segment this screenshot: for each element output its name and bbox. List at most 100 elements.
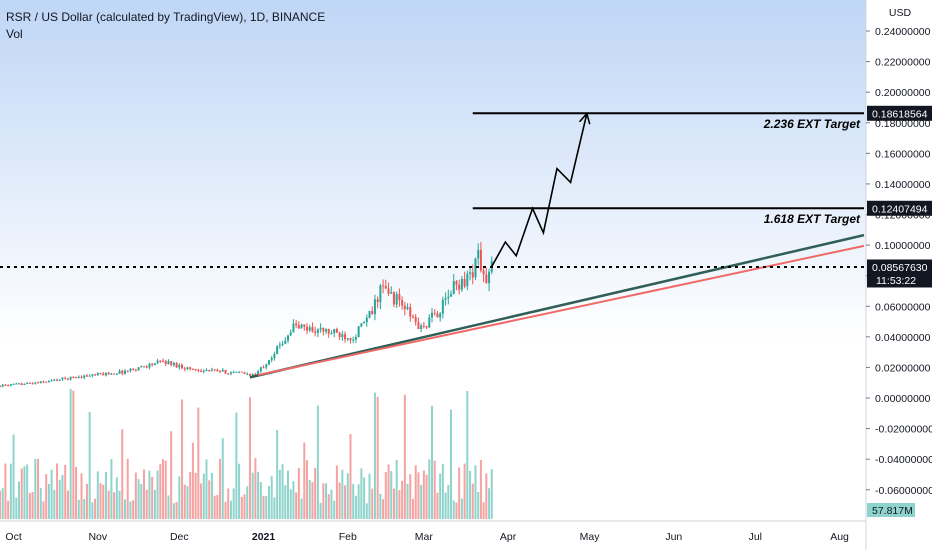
volume-bar <box>113 492 116 519</box>
volume-bar <box>482 502 485 519</box>
candle-body <box>403 305 406 310</box>
volume-bar <box>80 473 83 519</box>
candle-body <box>262 367 265 369</box>
volume-bar <box>189 472 192 519</box>
volume-bar <box>213 495 216 519</box>
candle-body <box>191 368 194 370</box>
volume-bar <box>431 405 433 519</box>
volume-bar <box>156 470 159 519</box>
candle-body <box>289 332 292 336</box>
candle-body <box>344 334 347 340</box>
candle-body <box>477 249 480 259</box>
candle-body <box>254 374 257 376</box>
candle-body <box>270 358 273 361</box>
volume-bar <box>232 488 235 519</box>
y-tick-label: 0.22000000 <box>875 57 931 69</box>
candle-body <box>382 285 385 287</box>
candle-body <box>102 373 105 376</box>
volume-bar <box>50 469 53 519</box>
candle-body <box>240 371 243 373</box>
volume-bar <box>153 489 156 519</box>
volume-bar <box>42 501 45 519</box>
candle-body <box>406 307 409 310</box>
volume-bar <box>292 481 295 519</box>
candle-body <box>248 373 251 376</box>
candle-body <box>469 272 472 274</box>
candle-body <box>335 328 338 333</box>
candle-body <box>368 311 371 318</box>
volume-bar <box>403 394 406 519</box>
volume-bar <box>314 467 317 519</box>
candle-body <box>151 363 154 366</box>
candle-body <box>0 385 1 387</box>
volume-bar <box>289 489 292 519</box>
volume-bar <box>273 497 276 519</box>
candle-body <box>390 292 393 294</box>
candle-body <box>28 382 31 384</box>
candle-body <box>20 383 23 385</box>
candle-body <box>251 374 254 376</box>
volume-bar <box>411 498 414 519</box>
candle-body <box>107 372 110 375</box>
candle-body <box>7 385 10 387</box>
candle-body <box>159 360 162 362</box>
candle-body <box>349 338 352 341</box>
candle-body <box>53 379 56 381</box>
volume-bar <box>0 490 1 519</box>
volume-bar <box>390 471 393 519</box>
volume-bar <box>164 460 167 519</box>
candle-body <box>414 317 417 323</box>
volume-bar <box>175 501 178 519</box>
candle-body <box>259 367 262 372</box>
candle-body <box>115 373 118 375</box>
candle-body <box>126 370 129 372</box>
volume-bar <box>200 483 203 519</box>
candle-body <box>422 325 425 327</box>
volume-bar <box>262 495 265 519</box>
volume-bar <box>12 434 15 519</box>
volume-bar <box>194 472 197 519</box>
candle-body <box>420 325 423 329</box>
volume-bar <box>300 498 303 519</box>
candle-body <box>352 339 355 341</box>
candle-body <box>202 370 205 372</box>
volume-bar <box>235 412 238 519</box>
volume-bar <box>363 477 366 519</box>
volume-bar <box>354 495 357 519</box>
candle-body <box>186 367 189 370</box>
candle-body <box>45 381 48 383</box>
candle-body <box>316 329 319 333</box>
candle-body <box>94 374 97 376</box>
chart-title: RSR / US Dollar (calculated by TradingVi… <box>6 10 326 24</box>
candle-body <box>77 376 80 378</box>
volume-bar <box>466 391 469 519</box>
volume-bar <box>1 488 4 519</box>
volume-bar <box>360 468 363 519</box>
candle-body <box>466 273 469 287</box>
y-tick-label: 0.06000000 <box>875 301 931 313</box>
volume-bar <box>458 467 461 519</box>
volume-bar <box>344 485 347 519</box>
volume-bar <box>181 399 184 519</box>
volume-bar <box>398 490 401 519</box>
volume-bar <box>66 490 69 519</box>
candle-body <box>189 367 192 369</box>
volume-bar <box>134 472 137 519</box>
volume-bar <box>346 473 349 519</box>
volume-bar <box>126 458 129 519</box>
volume-bar <box>34 458 37 519</box>
volume-bar <box>129 501 132 519</box>
candle-body <box>297 325 300 329</box>
candle-body <box>287 335 289 341</box>
volume-bar <box>121 429 124 519</box>
x-tick-label: May <box>580 531 601 543</box>
candle-body <box>96 373 99 376</box>
volume-bar <box>452 500 455 519</box>
volume-bar <box>357 484 360 519</box>
volume-bar <box>246 486 249 519</box>
volume-bar <box>379 493 382 519</box>
candle-body <box>1 384 4 387</box>
